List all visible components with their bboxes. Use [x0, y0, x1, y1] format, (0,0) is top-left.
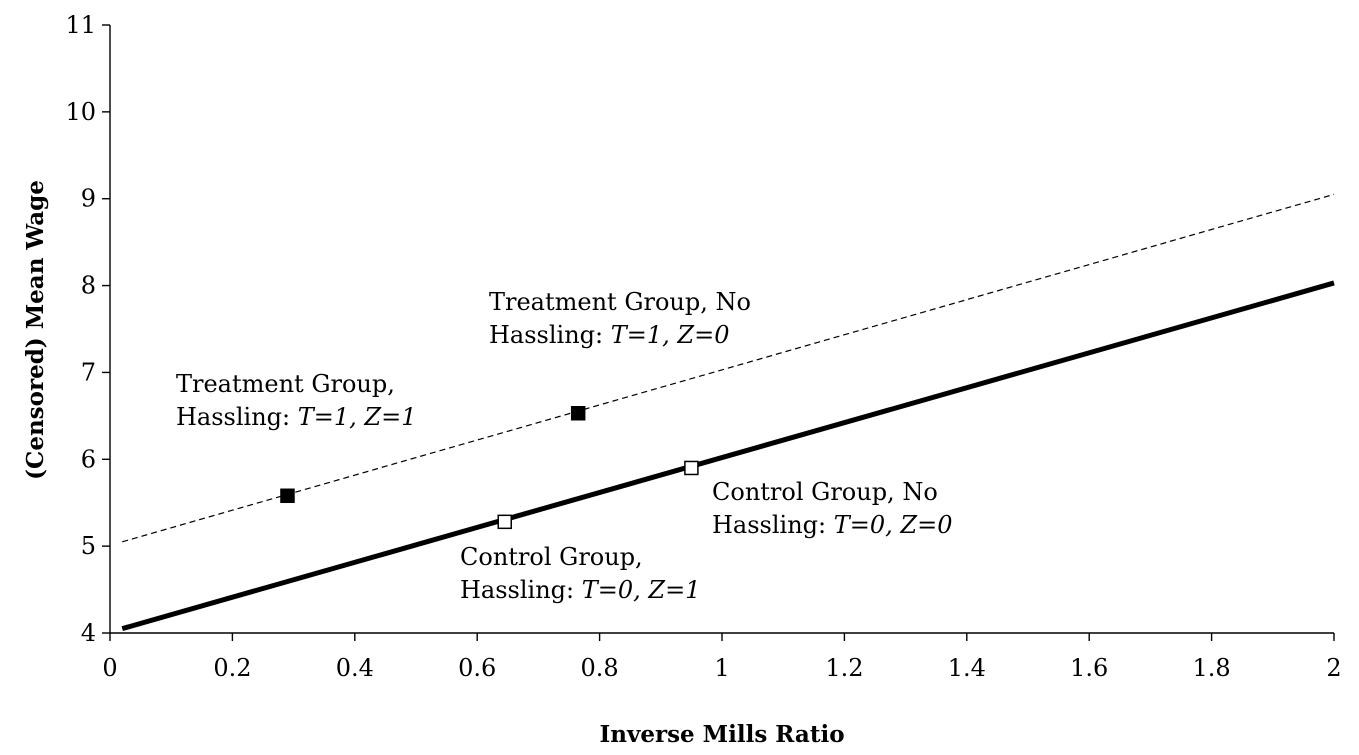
x-tick-label: 1.8	[1193, 654, 1231, 682]
y-tick-label: 10	[65, 98, 96, 126]
y-tick-label: 5	[81, 532, 96, 560]
y-tick-label: 6	[81, 445, 96, 473]
x-tick-label: 0.2	[213, 654, 251, 682]
x-tick-label: 0.6	[458, 654, 496, 682]
treatment-point	[570, 406, 586, 421]
y-axis-title: (Censored) Mean Wage	[22, 180, 49, 480]
series-lines	[121, 193, 1335, 632]
treatment-point	[280, 488, 295, 504]
axes: 0 0.2 0.4 0.6 0.8 1 1.2 1.4 1.6 1.8 2 4 5 6 7 8 9 10 11	[65, 11, 1341, 682]
point-annotation: Control Group, Hassling: T=0, Z=1	[460, 543, 700, 604]
y-tick-label: 4	[81, 619, 96, 647]
y-tick-label: 8	[81, 272, 96, 300]
x-tick-label: 0.8	[581, 654, 619, 682]
y-tick-label: 9	[81, 185, 96, 213]
point-annotation: Treatment Group, No Hassling: T=1, Z=0	[489, 288, 751, 349]
x-axis-title: Inverse Mills Ratio	[599, 721, 844, 748]
annotations: Treatment Group, Hassling: T=1, Z=1 Treatm…	[176, 288, 952, 604]
control-point	[684, 460, 699, 476]
point-annotation: Treatment Group, Hassling: T=1, Z=1	[176, 370, 416, 431]
solid-line	[121, 280, 1335, 632]
control-point	[497, 514, 512, 530]
x-tick-label: 1.4	[948, 654, 986, 682]
x-tick-label: 0	[102, 654, 117, 682]
x-tick-label: 1	[714, 654, 729, 682]
dashed-line	[122, 193, 1335, 543]
x-tick-label: 2	[1326, 654, 1341, 682]
x-tick-label: 0.4	[336, 654, 374, 682]
y-tick-label: 11	[65, 11, 96, 39]
x-tick-label: 1.6	[1070, 654, 1108, 682]
y-tick-label: 7	[81, 358, 96, 386]
markers	[280, 406, 699, 530]
x-tick-label: 1.2	[825, 654, 863, 682]
point-annotation: Control Group, No Hassling: T=0, Z=0	[712, 478, 952, 539]
